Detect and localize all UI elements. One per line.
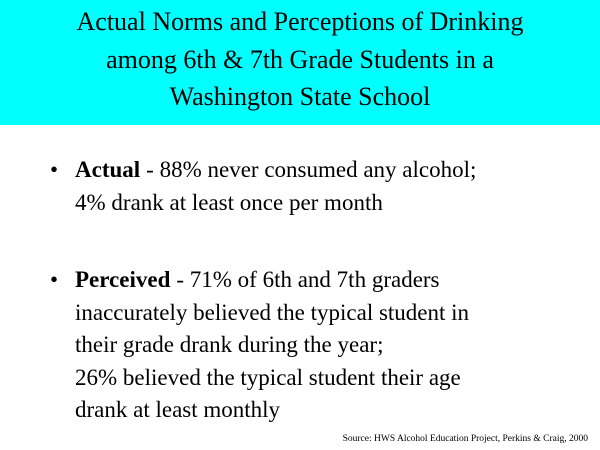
bullet-line: 4% drank at least once per month (75, 187, 476, 220)
bullet-label: Actual (75, 157, 141, 182)
bullet-line: 26% believed the typical student their a… (75, 362, 469, 395)
bullet-text: Actual - 88% never consumed any alcohol; 4… (75, 154, 476, 219)
bullet-line-text: drank at least monthly (75, 397, 281, 422)
bullet-dot: • (50, 267, 59, 292)
bullet-text: Perceived - 71% of 6th and 7th graders ina… (75, 264, 469, 427)
bullet-line: their grade drank during the year; (75, 329, 469, 362)
title-line: Actual Norms and Perceptions of Drinking (76, 7, 524, 36)
bullet-line-text: - 71% of 6th and 7th graders (176, 267, 440, 292)
title-line: among 6th & 7th Grade Students in a (106, 44, 494, 74)
title-line: Washington State School (169, 82, 431, 111)
title-banner: Actual Norms and Perceptions of Drinking… (0, 0, 600, 125)
bullet-line-text: 26% believed the typical student their a… (75, 364, 461, 390)
bullet-label: Perceived (75, 267, 171, 292)
source: Source: HWS Alcohol Education Project, P… (342, 434, 588, 444)
bullet-dot: • (50, 157, 59, 182)
bullet-line: inaccurately believed the typical studen… (75, 297, 469, 330)
bullet-line: drank at least monthly (75, 394, 469, 427)
bullet-line-text: their grade drank during the year; (75, 332, 384, 357)
title: Actual Norms and Perceptions of Drinking… (0, 0, 600, 116)
bullet-line-text: - 88% never consumed any alcohol; (146, 157, 477, 182)
bullet-line-text: inaccurately believed the typical studen… (75, 299, 470, 325)
bullet-line-text: 4% drank at least once per month (75, 189, 383, 215)
bullet-line: Perceived - 71% of 6th and 7th graders (75, 264, 469, 297)
bullet-line: Actual - 88% never consumed any alcohol; (75, 154, 476, 187)
